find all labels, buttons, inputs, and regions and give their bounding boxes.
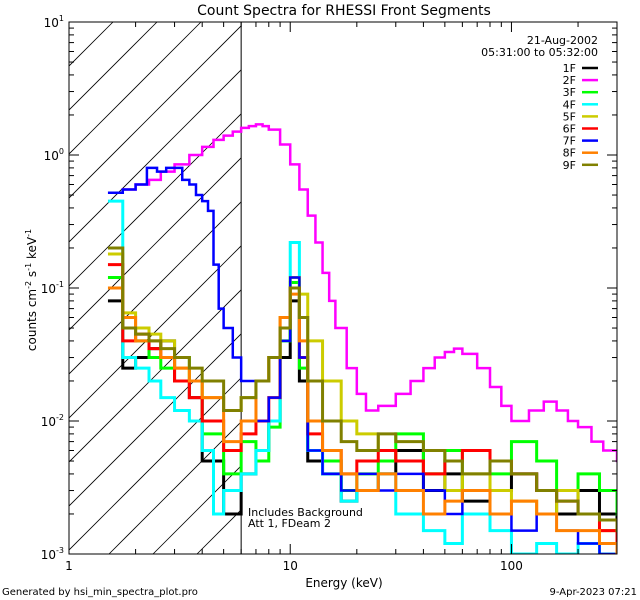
legend-label-1f: 1F [563, 62, 576, 75]
footer-date: 9-Apr-2023 07:21 [550, 587, 637, 598]
y-tick-label: 100 [44, 147, 64, 163]
hatch-line [69, 245, 242, 419]
date-label: 21-Aug-2002 [527, 34, 598, 47]
attenuated-region-hatch [69, 22, 242, 554]
y-tick-label: 10-2 [41, 413, 64, 429]
time-range-label: 05:31:00 to 05:32:00 [481, 46, 598, 59]
x-axis-label: Energy (keV) [305, 576, 382, 590]
legend-label-3f: 3F [563, 86, 576, 99]
footer-generator: Generated by hsi_min_spectra_plot.pro [2, 587, 198, 598]
hatch-line [69, 201, 242, 375]
hatch-line [108, 421, 242, 554]
y-tick-label: 101 [44, 14, 64, 30]
series-7f [107, 166, 617, 554]
annotation-background: Includes Background [248, 506, 363, 519]
hatch-line [69, 22, 202, 155]
series-9f [107, 246, 617, 533]
y-axis-label: counts cm-2 s-1 keV-1 [24, 229, 39, 351]
hatch-line [69, 69, 242, 243]
legend-label-6f: 6F [563, 123, 576, 136]
hatch-line [69, 377, 242, 551]
series-1f [107, 299, 617, 533]
annotation-attenuator: Att 1, FDeam 2 [248, 517, 331, 530]
axis-ticks: 1 10 100 10-3 10-2 10-1 100 101 [41, 14, 617, 573]
series-group [107, 123, 617, 554]
x-tick-label: 10 [283, 559, 298, 573]
series-4f [107, 199, 617, 554]
hatch-line [69, 333, 242, 507]
legend-label-5f: 5F [563, 110, 576, 123]
x-tick-label: 1 [65, 559, 73, 573]
x-tick-label: 100 [500, 559, 523, 573]
legend-label-7f: 7F [563, 135, 576, 148]
y-tick-label: 10-3 [41, 546, 64, 562]
legend-label-8f: 8F [563, 147, 576, 160]
series-2f [107, 123, 617, 463]
legend-label-9f: 9F [563, 159, 576, 172]
y-tick-label: 10-1 [41, 280, 64, 296]
hatch-line [69, 25, 242, 199]
series-8f [107, 286, 617, 554]
chart-title: Count Spectra for RHESSI Front Segments [197, 3, 491, 19]
legend-label-2f: 2F [563, 74, 576, 87]
legend-label-4f: 4F [563, 98, 576, 111]
